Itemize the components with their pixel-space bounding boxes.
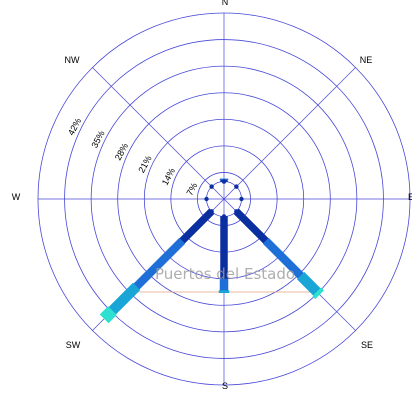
calm-tick-ne — [234, 184, 239, 189]
ring-label-14: 14% — [160, 166, 177, 187]
bar-se-series-1 — [233, 208, 269, 244]
grid-spoke — [223, 67, 356, 200]
bar-s-series-3 — [218, 290, 230, 294]
direction-label-e: E — [408, 192, 412, 202]
calm-tick-sw — [209, 209, 214, 214]
calm-tick-e — [239, 196, 244, 202]
calm-tick-s — [221, 214, 227, 219]
bar-sw-series-1 — [179, 208, 215, 244]
direction-label-s: S — [222, 381, 228, 391]
calm-tick-w — [204, 196, 209, 202]
ring-label-42: 42% — [66, 116, 83, 137]
calm-tick-n — [221, 179, 227, 184]
calm-tick-se — [234, 209, 239, 214]
direction-label-n: N — [222, 0, 229, 7]
direction-label-ne: NE — [360, 55, 373, 65]
bar-sw-series-4 — [99, 306, 117, 324]
rose-bars — [99, 178, 325, 324]
direction-label-sw: SW — [66, 340, 81, 350]
ring-label-35: 35% — [89, 129, 106, 150]
grid-spoke — [92, 67, 225, 200]
direction-label-w: W — [12, 192, 21, 202]
bar-se-series-4 — [312, 287, 325, 300]
polar-grid — [37, 12, 411, 386]
bar-sw-series-3 — [108, 282, 141, 315]
ring-labels: 7% 14% 21% 28% 35% 42% — [66, 116, 199, 197]
watermark-text: Puertos del Estado — [155, 265, 295, 283]
ring-label-21: 21% — [136, 154, 153, 175]
ring-label-28: 28% — [113, 141, 130, 162]
ring-label-7: 7% — [184, 181, 199, 197]
direction-label-nw: NW — [65, 55, 80, 65]
calm-tick-nw — [209, 184, 214, 189]
direction-label-se: SE — [361, 340, 373, 350]
axis-labels: N NE E SE S SW W NW — [12, 0, 412, 391]
